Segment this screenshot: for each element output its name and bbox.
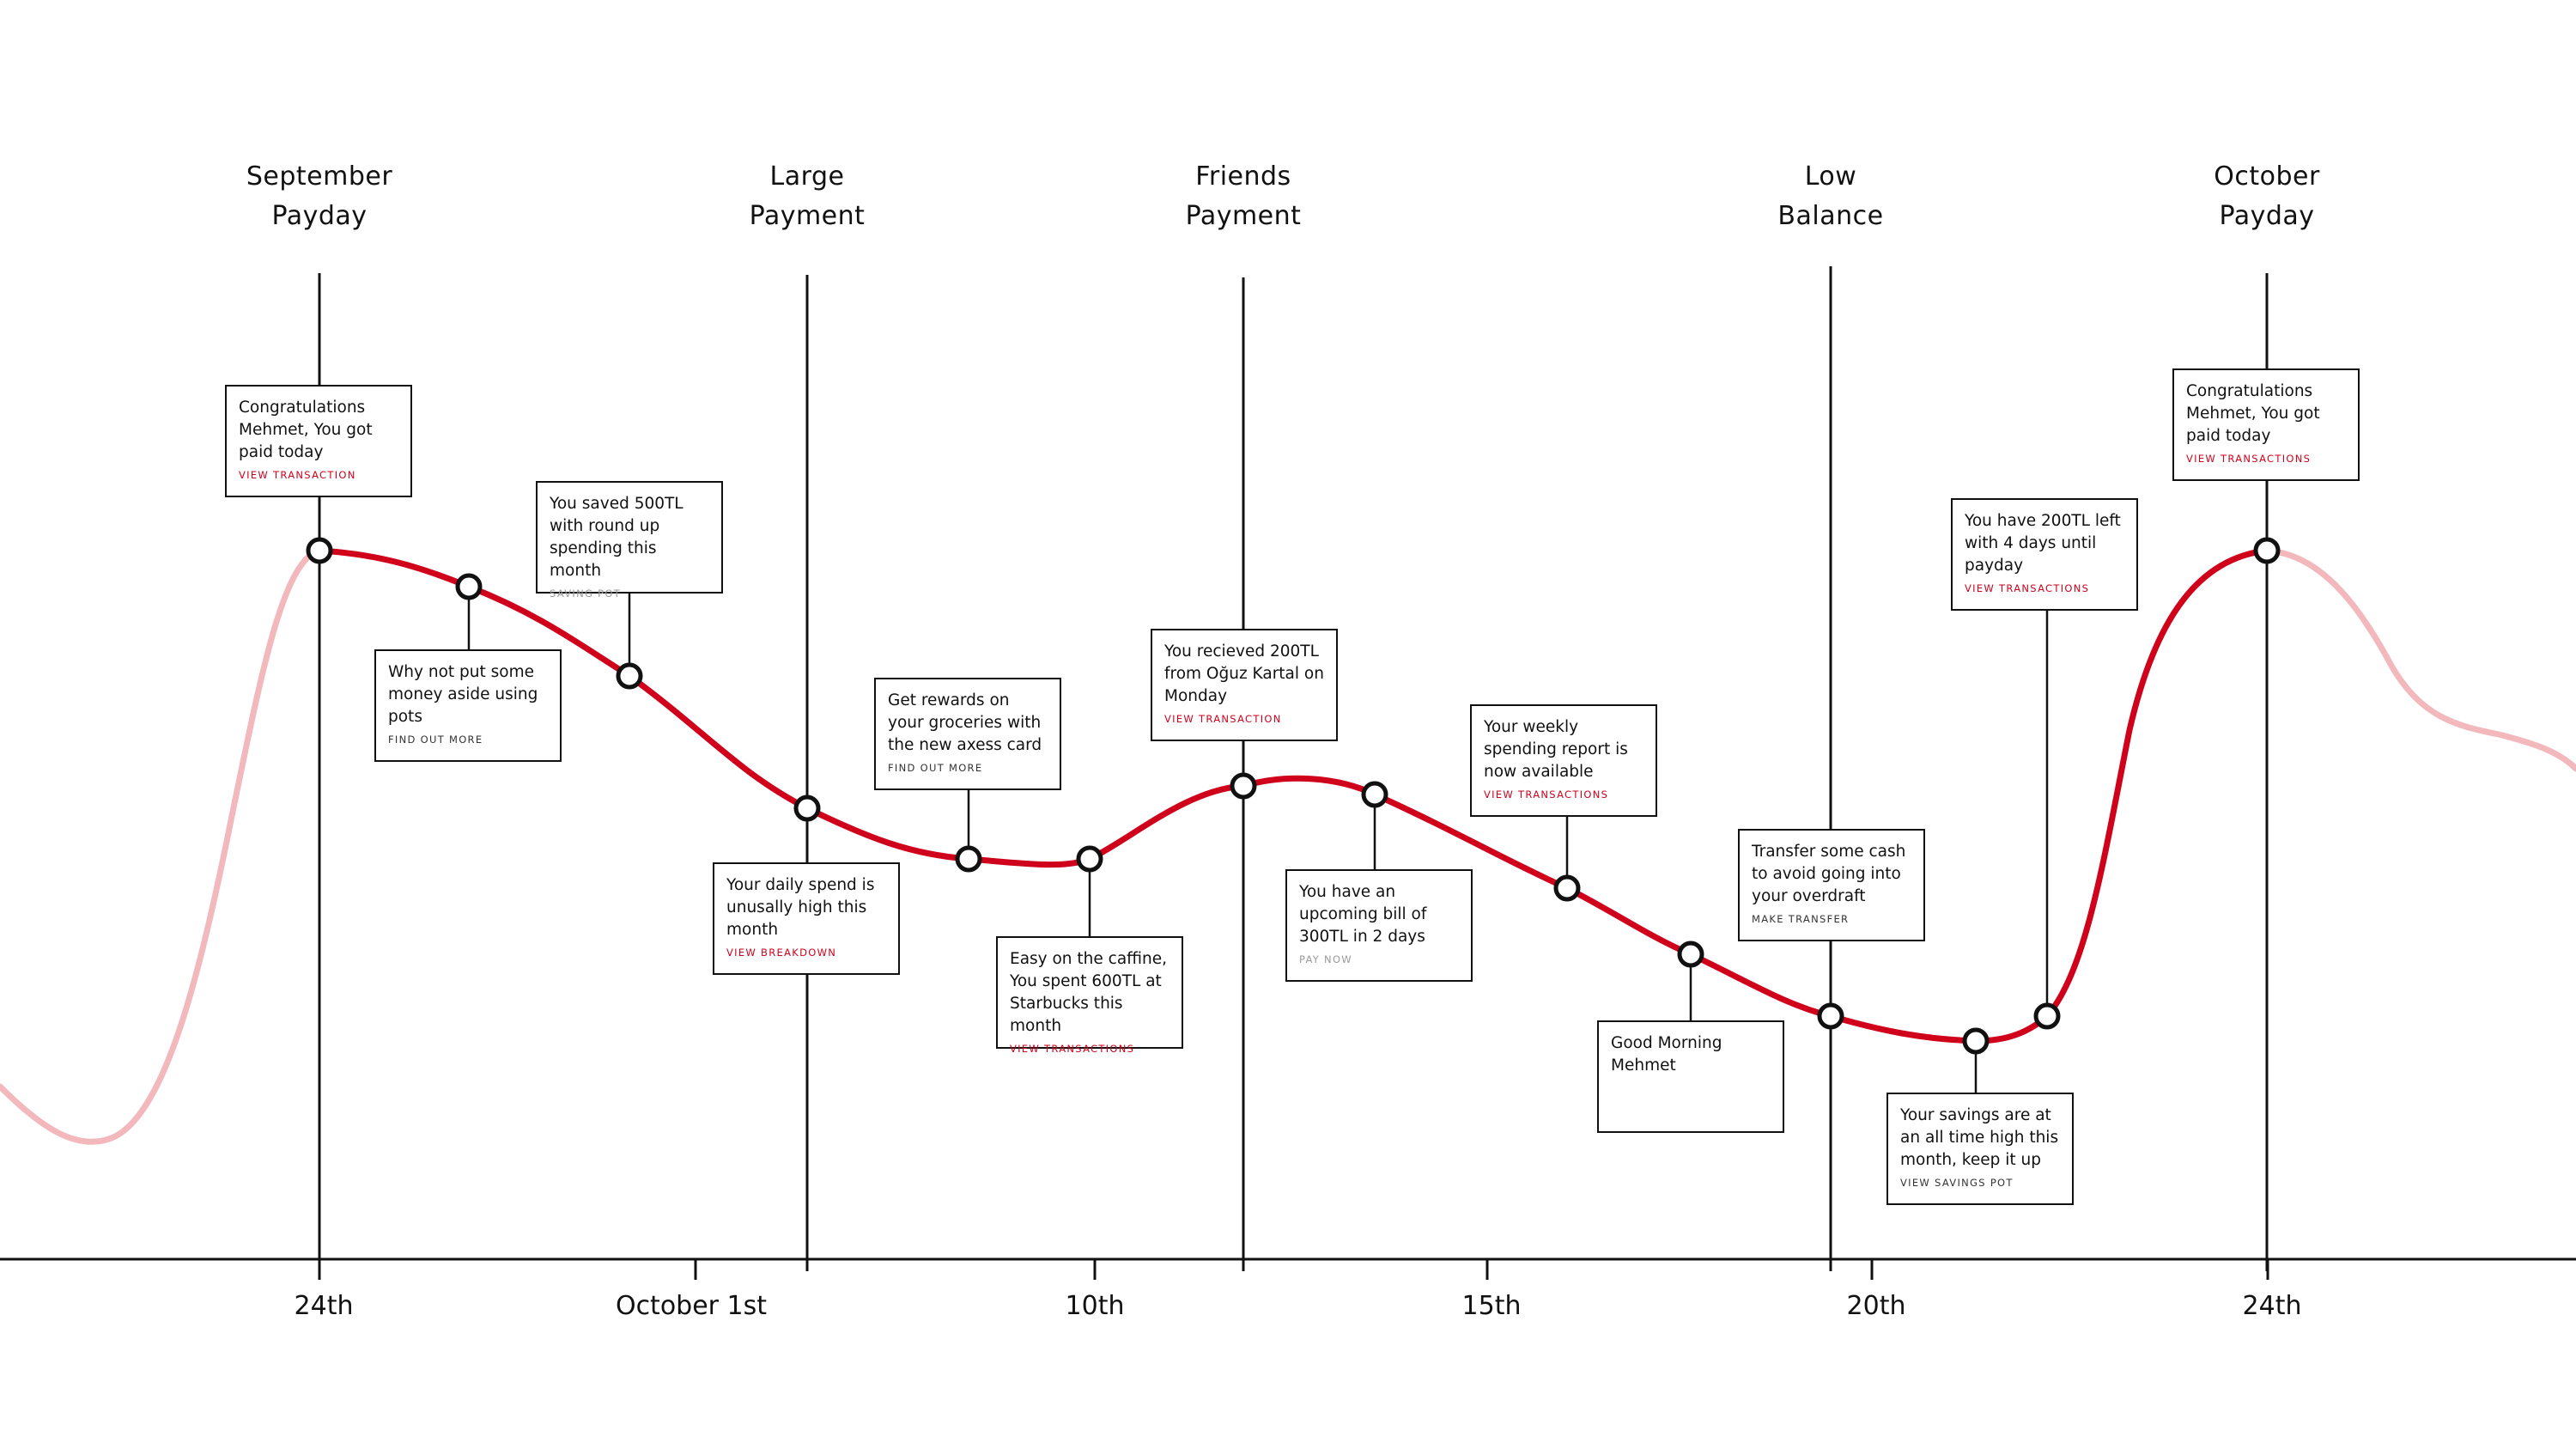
notification-card[interactable]: You have 200TL left with 4 days until pa… <box>1951 498 2138 611</box>
event-title-low-balance: Low Balance <box>1702 157 1959 236</box>
card-action-link[interactable]: VIEW TRANSACTIONS <box>2186 453 2312 465</box>
card-message: Congratulations Mehmet, You got paid tod… <box>239 399 373 461</box>
event-title-line: Friends <box>1195 161 1291 192</box>
card-message: You saved 500TL with round up spending t… <box>550 495 683 580</box>
axis-label: 24th <box>294 1291 354 1321</box>
point[interactable] <box>455 573 483 600</box>
card-action-link[interactable]: FIND OUT MORE <box>388 734 483 746</box>
axis-label: 20th <box>1846 1291 1906 1321</box>
axis-label: 15th <box>1461 1291 1522 1321</box>
point[interactable] <box>1076 845 1103 873</box>
point[interactable] <box>2033 1002 2061 1030</box>
balance-curve-faded-left <box>0 547 323 1145</box>
point-friends-payment[interactable] <box>1230 772 1257 800</box>
card-message: Good Morning Mehmet <box>1611 1034 1722 1075</box>
event-title-line: Large <box>769 161 845 192</box>
point[interactable] <box>1361 781 1388 808</box>
card-action-link[interactable]: MAKE TRANSFER <box>1752 913 1850 925</box>
card-message: You recieved 200TL from Oğuz Kartal on M… <box>1164 642 1324 705</box>
event-title-line: Balance <box>1777 201 1884 231</box>
card-message: Why not put some money aside using pots <box>388 663 538 726</box>
point-october-payday[interactable] <box>2253 537 2281 564</box>
event-title-large-payment: Large Payment <box>678 157 936 236</box>
event-title-september-payday: September Payday <box>191 157 448 236</box>
card-action-link[interactable]: SAVING POT <box>550 588 622 600</box>
axis-label: October 1st <box>615 1291 768 1321</box>
card-message: Congratulations Mehmet, You got paid tod… <box>2186 382 2320 445</box>
card-message: You have an upcoming bill of 300TL in 2 … <box>1299 883 1427 946</box>
notification-card[interactable]: Easy on the caffine, You spent 600TL at … <box>996 936 1183 1055</box>
card-action-link[interactable]: VIEW TRANSACTIONS <box>1010 1043 1135 1055</box>
card-action-link[interactable]: VIEW TRANSACTIONS <box>1965 582 2090 594</box>
point-large-payment[interactable] <box>793 795 821 822</box>
point-low-balance[interactable] <box>1817 1002 1844 1030</box>
card-action-link[interactable]: PAY NOW <box>1299 953 1352 965</box>
card-action-link[interactable]: VIEW TRANSACTION <box>239 469 356 481</box>
notification-card[interactable]: Congratulations Mehmet, You got paid tod… <box>2172 368 2360 481</box>
notification-card[interactable]: Good Morning Mehmet <box>1597 1020 1784 1133</box>
notification-card[interactable]: Congratulations Mehmet, You got paid tod… <box>225 385 412 497</box>
event-title-line: Low <box>1804 161 1857 192</box>
card-action-link[interactable]: VIEW BREAKDOWN <box>726 947 837 959</box>
event-title-line: Payment <box>1185 201 1302 231</box>
card-message: Your weekly spending report is now avail… <box>1484 718 1628 781</box>
notification-card[interactable]: Your weekly spending report is now avail… <box>1470 704 1657 817</box>
card-action-link[interactable]: VIEW TRANSACTIONS <box>1484 788 1609 801</box>
event-title-line: October <box>2214 161 2320 192</box>
event-title-line: Payday <box>271 201 368 231</box>
event-title-friends-payment: Friends Payment <box>1115 157 1372 236</box>
card-action-link[interactable]: VIEW TRANSACTION <box>1164 713 1282 725</box>
card-message: You have 200TL left with 4 days until pa… <box>1965 512 2121 575</box>
axis-label: 24th <box>2242 1291 2302 1321</box>
notification-card[interactable]: You saved 500TL with round up spending t… <box>536 481 723 600</box>
notification-card[interactable]: Your daily spend is unusally high this m… <box>713 862 900 975</box>
event-title-line: Payday <box>2219 201 2315 231</box>
axis-label: 10th <box>1065 1291 1125 1321</box>
point[interactable] <box>1962 1027 1990 1055</box>
card-message: Your savings are at an all time high thi… <box>1900 1106 2059 1169</box>
notification-card[interactable]: Why not put some money aside using pots … <box>374 649 562 762</box>
notification-card[interactable]: Your savings are at an all time high thi… <box>1886 1093 2074 1205</box>
point-september-payday[interactable] <box>306 537 333 564</box>
point[interactable] <box>955 845 982 873</box>
event-title-october-payday: October Payday <box>2138 157 2396 236</box>
balance-curve-faded-right <box>2263 547 2576 772</box>
point[interactable] <box>1553 874 1581 902</box>
notification-card[interactable]: You have an upcoming bill of 300TL in 2 … <box>1285 869 1473 982</box>
card-message: Your daily spend is unusally high this m… <box>726 876 875 939</box>
point[interactable] <box>1677 941 1704 968</box>
card-action-link[interactable]: VIEW SAVINGS POT <box>1900 1177 2014 1189</box>
notification-card[interactable]: Get rewards on your groceries with the n… <box>874 678 1061 790</box>
point[interactable] <box>616 662 643 690</box>
notification-card[interactable]: Transfer some cash to avoid going into y… <box>1738 829 1925 941</box>
card-message: Easy on the caffine, You spent 600TL at … <box>1010 950 1168 1035</box>
card-action-link[interactable]: FIND OUT MORE <box>888 762 983 774</box>
notification-card[interactable]: You recieved 200TL from Oğuz Kartal on M… <box>1151 629 1338 741</box>
event-title-line: September <box>246 161 393 192</box>
card-message: Transfer some cash to avoid going into y… <box>1752 843 1906 905</box>
card-message: Get rewards on your groceries with the n… <box>888 691 1042 754</box>
event-title-line: Payment <box>749 201 866 231</box>
